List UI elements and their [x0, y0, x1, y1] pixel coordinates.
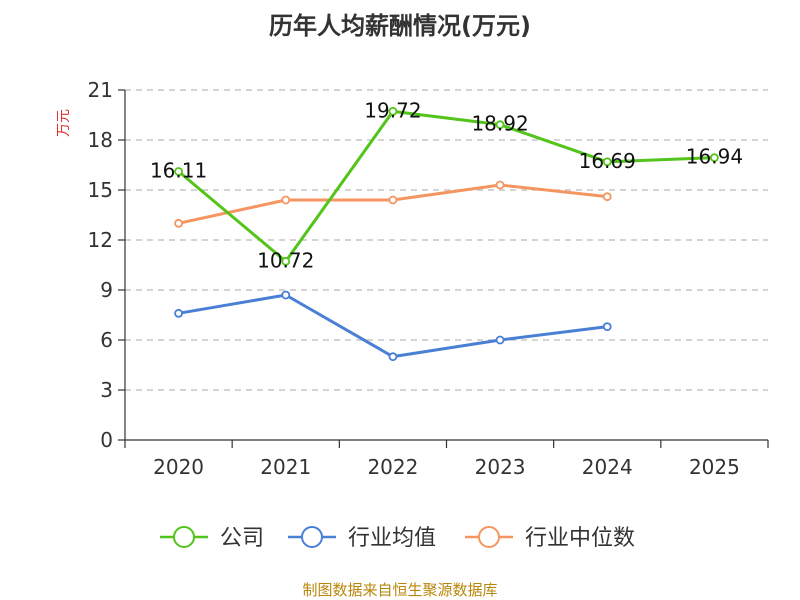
point-行业均值-2020 [174, 308, 183, 318]
x-tick-label-2020: 2020 [153, 455, 204, 479]
x-tick-label-2021: 2021 [260, 455, 311, 479]
chart-title: 历年人均薪酬情况(万元) [269, 12, 531, 40]
x-tick-label-2022: 2022 [367, 455, 418, 479]
legend-label-公司: 公司 [220, 526, 264, 551]
axes: 0 3 6 9 12 15 18 21 2020 2021 2022 2023 2024 2025 [88, 78, 769, 479]
point-行业中位数-2023 [495, 180, 505, 190]
y-tick-label: 18 [88, 128, 113, 152]
y-tick-label: 3 [100, 378, 113, 402]
point-行业中位数-2024 [602, 192, 612, 202]
data-label-2023: 18.92 [471, 112, 528, 136]
data-label-2024: 16.69 [579, 149, 636, 173]
data-labels: 16.11 10.72 19.72 18.92 16.69 16.94 [150, 98, 743, 272]
data-label-2022: 19.72 [364, 98, 421, 122]
legend-marker-行业中位数 [478, 526, 500, 548]
legend: 公司 行业均值 行业中位数 [160, 526, 635, 551]
series-line-行业均值 [178, 293, 608, 359]
y-tick-label: 12 [88, 228, 113, 252]
point-行业中位数-2021 [281, 195, 291, 205]
y-tick-label: 21 [88, 78, 113, 102]
point-公司-2022 [388, 106, 398, 116]
point-行业中位数-2022 [388, 195, 398, 205]
x-tick-label-2023: 2023 [475, 455, 526, 479]
y-axis-label: 万元 [56, 109, 72, 137]
legend-marker-行业均值 [301, 526, 323, 548]
y-tick-label: 15 [88, 178, 113, 202]
y-tick-label: 0 [100, 428, 113, 452]
point-公司-2021 [281, 256, 291, 266]
data-label-2025: 16.94 [686, 145, 743, 169]
point-公司-2024 [602, 157, 612, 167]
y-tick-label: 6 [100, 328, 113, 352]
legend-label-行业均值: 行业均值 [348, 526, 436, 551]
x-tick-label-2025: 2025 [689, 455, 740, 479]
data-label-2020: 16.11 [150, 159, 207, 183]
y-tick-label: 9 [100, 278, 113, 302]
data-label-2021: 10.72 [257, 248, 314, 272]
point-公司-2020 [174, 167, 183, 176]
point-行业中位数-2020 [174, 218, 183, 228]
point-公司-2025 [710, 153, 719, 163]
point-行业均值-2024 [602, 322, 612, 332]
point-行业均值-2021 [281, 290, 291, 300]
legend-label-行业中位数: 行业中位数 [525, 526, 635, 551]
series-layer [174, 106, 719, 362]
point-公司-2023 [495, 120, 505, 130]
point-行业均值-2022 [388, 352, 398, 362]
gridlines [125, 89, 768, 391]
x-tick-label-2024: 2024 [582, 455, 633, 479]
source-note: 制图数据来自恒生聚源数据库 [302, 581, 497, 599]
legend-marker-公司 [173, 526, 195, 548]
series-line-公司 [177, 109, 715, 263]
point-行业均值-2023 [495, 335, 505, 345]
